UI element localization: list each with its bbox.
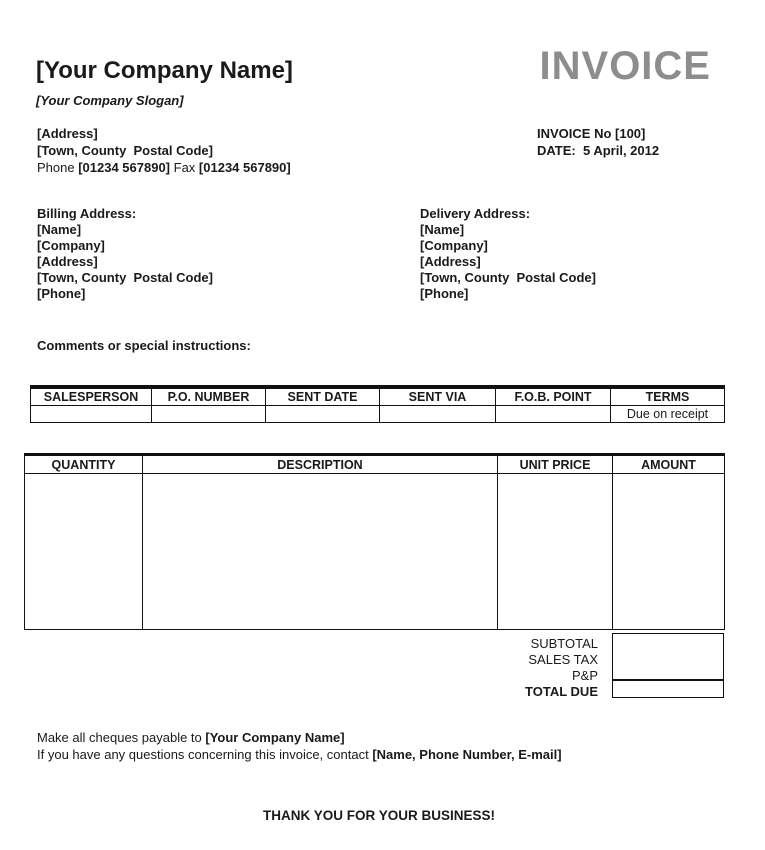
shipping-info-header-row: SALESPERSON P.O. NUMBER SENT DATE SENT V… bbox=[30, 386, 725, 406]
header-po-number: P.O. NUMBER bbox=[151, 386, 266, 406]
thank-you-message: THANK YOU FOR YOUR BUSINESS! bbox=[262, 808, 496, 823]
billing-company: [Company] bbox=[37, 238, 105, 253]
company-town-line: [Town, County Postal Code] bbox=[37, 143, 213, 158]
company-name: [Your Company Name] bbox=[36, 57, 293, 84]
comments-label: Comments or special instructions: bbox=[37, 338, 251, 353]
delivery-phone: [Phone] bbox=[420, 286, 469, 301]
header-fob-point: F.O.B. POINT bbox=[495, 386, 611, 406]
invoice-meta-block: INVOICE No [100] DATE: 5 April, 2012 bbox=[537, 125, 659, 159]
invoice-number: INVOICE No [100] bbox=[537, 126, 646, 141]
cell-unit-price bbox=[497, 473, 613, 630]
billing-phone: [Phone] bbox=[37, 286, 86, 301]
delivery-town: [Town, County Postal Code] bbox=[420, 270, 596, 285]
fax-label: Fax bbox=[170, 160, 199, 175]
invoice-date: DATE: 5 April, 2012 bbox=[537, 143, 660, 158]
billing-address: [Address] bbox=[37, 254, 98, 269]
delivery-address-block: Delivery Address: [Name] [Company] [Addr… bbox=[420, 206, 596, 302]
billing-address-block: Billing Address: [Name] [Company] [Addre… bbox=[37, 206, 213, 302]
cell-amount bbox=[612, 473, 725, 630]
cell-sent-date bbox=[265, 404, 380, 423]
delivery-company: [Company] bbox=[420, 238, 488, 253]
shipping-info-table: SALESPERSON P.O. NUMBER SENT DATE SENT V… bbox=[30, 385, 725, 423]
cheques-line: Make all cheques payable to [Your Compan… bbox=[37, 729, 562, 746]
questions-contact: [Name, Phone Number, E-mail] bbox=[372, 747, 562, 762]
header-amount: AMOUNT bbox=[612, 454, 725, 474]
questions-line: If you have any questions concerning thi… bbox=[37, 746, 562, 763]
cell-description bbox=[142, 473, 498, 630]
phone-value: [01234 567890] bbox=[78, 160, 171, 175]
footer-notes: Make all cheques payable to [Your Compan… bbox=[37, 729, 562, 763]
billing-address-title: Billing Address: bbox=[37, 206, 137, 221]
header-terms: TERMS bbox=[610, 386, 725, 406]
cell-salesperson bbox=[30, 404, 152, 423]
billing-town: [Town, County Postal Code] bbox=[37, 270, 213, 285]
cell-po-number bbox=[151, 404, 266, 423]
delivery-address: [Address] bbox=[420, 254, 481, 269]
header-unit-price: UNIT PRICE bbox=[497, 454, 613, 474]
total-due-amount-box bbox=[612, 680, 724, 698]
cell-fob-point bbox=[495, 404, 611, 423]
sales-tax-label: SALES TAX bbox=[528, 652, 598, 667]
totals-labels: SUBTOTAL SALES TAX P&P TOTAL DUE bbox=[525, 636, 598, 700]
billing-name: [Name] bbox=[37, 222, 82, 237]
cheques-company-name: [Your Company Name] bbox=[205, 730, 345, 745]
header-salesperson: SALESPERSON bbox=[30, 386, 152, 406]
totals-amounts-box bbox=[612, 633, 724, 680]
fax-value: [01234 567890] bbox=[198, 160, 291, 175]
company-address-line: [Address] bbox=[37, 126, 98, 141]
header-description: DESCRIPTION bbox=[142, 454, 498, 474]
line-items-header-row: QUANTITY DESCRIPTION UNIT PRICE AMOUNT bbox=[24, 454, 725, 474]
shipping-info-data-row: Due on receipt bbox=[30, 404, 725, 423]
line-items-body-row bbox=[24, 473, 725, 630]
phone-label: Phone bbox=[37, 160, 79, 175]
company-phone-fax-line: Phone [01234 567890] Fax [01234 567890] bbox=[37, 159, 291, 176]
header-quantity: QUANTITY bbox=[24, 454, 143, 474]
questions-text: If you have any questions concerning thi… bbox=[37, 747, 373, 762]
subtotal-label: SUBTOTAL bbox=[530, 636, 598, 651]
delivery-address-title: Delivery Address: bbox=[420, 206, 531, 221]
company-slogan: [Your Company Slogan] bbox=[36, 93, 184, 108]
company-address-block: [Address] [Town, County Postal Code] Pho… bbox=[37, 125, 291, 176]
delivery-name: [Name] bbox=[420, 222, 465, 237]
total-due-label: TOTAL DUE bbox=[525, 684, 598, 699]
pp-label: P&P bbox=[571, 668, 598, 683]
invoice-title: INVOICE bbox=[539, 44, 711, 88]
header-sent-date: SENT DATE bbox=[265, 386, 380, 406]
header-sent-via: SENT VIA bbox=[379, 386, 496, 406]
cell-terms: Due on receipt bbox=[610, 404, 725, 423]
line-items-table: QUANTITY DESCRIPTION UNIT PRICE AMOUNT bbox=[24, 453, 725, 630]
cell-quantity bbox=[24, 473, 143, 630]
cheques-text: Make all cheques payable to bbox=[37, 730, 206, 745]
cell-sent-via bbox=[379, 404, 496, 423]
